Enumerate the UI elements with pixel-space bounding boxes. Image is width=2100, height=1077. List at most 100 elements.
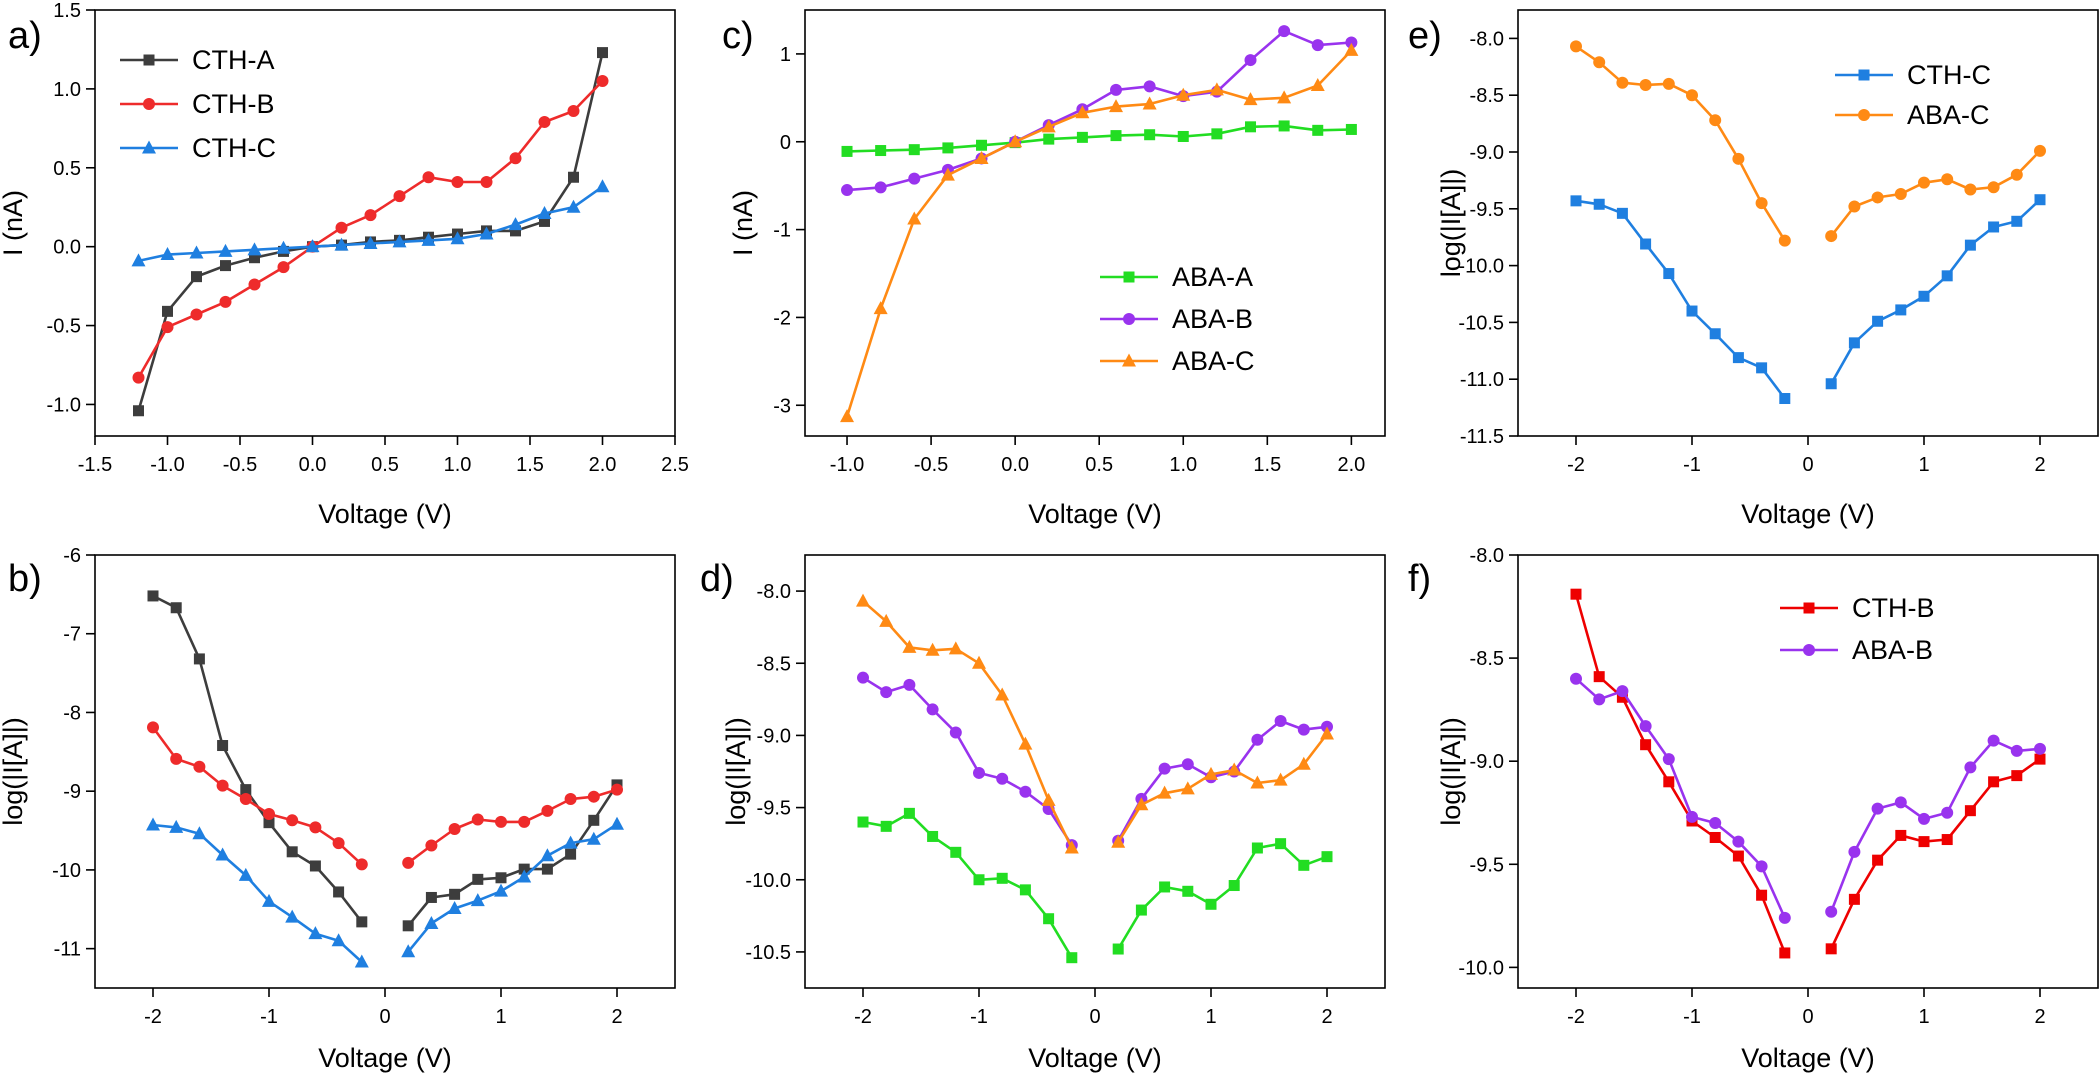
data-point [309,821,322,834]
panel-e-y-tick-label: -8.5 [1470,85,1504,107]
data-point [1144,129,1156,141]
data-point [1274,714,1287,727]
panel-c-x-tick-label: 2.0 [1337,454,1365,476]
series-line [407,784,619,927]
panel-a-y-axis-title: I (nA) [0,190,28,256]
panel-e-y-axis-title: log(|I[A]|) [1436,169,1466,278]
data-point [996,872,1008,884]
panel-b-letter: b) [8,558,42,600]
data-point [1205,898,1217,910]
data-point [1987,181,2000,194]
data-point [948,641,963,655]
panel-f-y-axis-title: log(|I[A]|) [1436,717,1466,826]
panel-e-x-tick-label: 2 [2034,454,2045,476]
data-point [421,232,436,246]
panel-f-x-tick-label: -2 [1567,1006,1585,1028]
data-point [1779,393,1791,405]
panel-a-y-tick-label: 0.5 [53,158,81,180]
data-point [1988,776,2000,788]
panel-a-x-tick-label: 1.0 [444,454,472,476]
data-point [263,808,275,821]
data-point [402,856,415,869]
data-point [563,835,578,849]
data-point [1251,733,1264,746]
data-point [392,234,407,248]
data-point [308,926,323,940]
data-point [1662,77,1675,90]
data-point [1158,762,1171,775]
panel-f-series-ABA-B [1570,672,2046,924]
data-point [1312,124,1324,136]
data-point [611,783,623,796]
panel-c-x-tick-label: -1.0 [830,454,864,476]
data-point [976,139,988,151]
data-point [1686,89,1698,102]
data-point [331,933,346,947]
panel-e-y-tick-label: -10.5 [1458,312,1504,334]
data-point [363,236,378,250]
data-point [1041,119,1056,133]
data-point [1732,352,1744,364]
series-line [407,823,618,953]
panel-d-y-axis-title: log(|I[A]|) [721,717,751,826]
data-point [2034,194,2046,206]
data-point [1825,230,1838,243]
data-point [1918,176,1930,189]
data-point [1848,893,1860,905]
data-point [1310,78,1325,92]
data-point [170,602,182,614]
panel-a-x-tick-label: 1.5 [516,454,544,476]
data-point [1159,881,1171,893]
data-point [2010,744,2023,757]
panel-a-x-tick-label: -1.5 [78,454,112,476]
legend-label: CTH-C [192,133,276,163]
data-point [1109,99,1124,113]
data-point [1278,120,1290,132]
series-line [152,823,363,963]
panel-e-x-tick-label: -2 [1567,454,1585,476]
data-point [249,252,260,264]
panel-a-x-tick-label: 2.5 [661,454,689,476]
data-point [494,883,508,897]
data-point [1041,792,1056,806]
data-point [189,245,204,259]
panel-b-y-tick-label: -9 [63,781,81,803]
series-line [845,49,1353,418]
data-point [354,954,369,968]
data-point [449,888,461,900]
data-point [908,144,920,156]
panel-c-y-axis-title: I (nA) [728,190,758,256]
data-point [541,863,553,875]
data-point [1250,775,1265,789]
panel-e-x-tick-label: 1 [1918,454,1929,476]
series-line [1575,677,1786,919]
panel-a-y-tick-label: 1.0 [53,79,81,101]
data-point [1895,304,1907,316]
data-point [1321,851,1333,863]
data-point [2011,215,2023,227]
data-point [1918,290,1930,302]
data-point [1616,207,1628,219]
panel-c-series-ABA-C [840,42,1359,423]
panel-a-y-tick-label: -0.5 [47,316,81,338]
data-point [510,225,521,237]
panel-c-frame [804,9,1386,437]
data-point [305,239,320,253]
data-point [1075,105,1090,119]
data-point [567,104,580,117]
panel-d-x-tick-label: -1 [970,1006,988,1028]
data-point [1251,842,1263,854]
panel-c-x-axis-title: Voltage (V) [1028,499,1162,529]
data-point [1988,221,2000,233]
data-point [1640,238,1652,250]
data-point [170,752,183,765]
data-point [479,226,494,240]
data-point [309,860,321,872]
data-point [1110,83,1123,96]
panel-a-letter: a) [8,15,42,57]
data-point [1064,840,1079,854]
data-point [472,873,484,885]
data-point [541,804,554,817]
panel-c-y-tick-label: 0 [780,132,791,154]
data-point [942,142,954,154]
